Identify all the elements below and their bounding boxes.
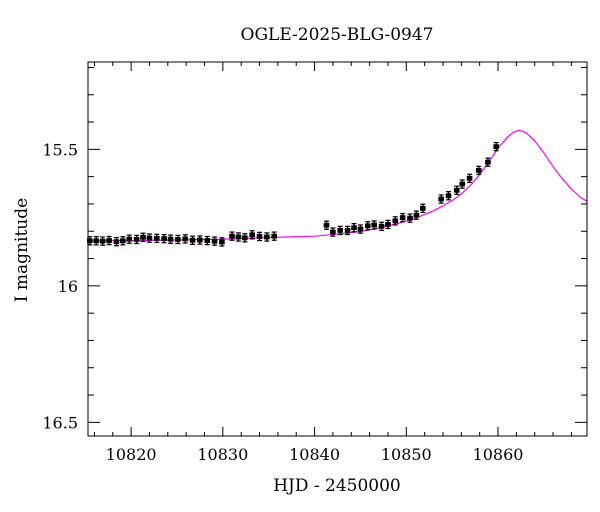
y-tick-label: 16 [58, 277, 78, 296]
x-tick-label: 10850 [381, 445, 432, 464]
data-point [133, 234, 140, 245]
data-point [204, 235, 211, 246]
data-point [323, 220, 330, 230]
data-point [392, 216, 399, 226]
x-tick-label: 10860 [473, 445, 524, 464]
data-point [161, 233, 167, 244]
data-point [197, 235, 203, 245]
data-point [385, 219, 391, 230]
data-point [140, 232, 146, 242]
data-point [413, 210, 420, 220]
data-point [249, 230, 255, 240]
data-point [330, 227, 336, 237]
data-point [337, 225, 344, 236]
data-point [167, 234, 174, 244]
data-point [407, 213, 413, 223]
data-point [378, 221, 385, 232]
x-tick-label: 10830 [197, 445, 248, 464]
chart-title: OGLE-2025-BLG-0947 [241, 25, 434, 45]
data-point [99, 236, 106, 246]
x-axis-label: HJD - 2450000 [273, 476, 401, 496]
data-point [493, 141, 499, 152]
axis-tick-labels: 10820 10830 10840 10850 10860 15.5 16 16.5 [42, 140, 523, 464]
data-point [453, 185, 460, 196]
data-points-layer [87, 141, 499, 247]
data-point [235, 232, 242, 242]
data-point [242, 233, 248, 243]
data-point [106, 235, 112, 246]
y-tick-label: 16.5 [42, 413, 78, 432]
data-point [420, 203, 426, 214]
data-point [189, 235, 196, 245]
data-point [126, 234, 133, 244]
data-point [229, 231, 235, 241]
data-point [182, 234, 189, 244]
data-point [357, 224, 364, 234]
data-point [485, 157, 491, 167]
data-point [475, 165, 482, 176]
data-point [351, 223, 357, 233]
axis-ticks [88, 62, 587, 436]
data-point [399, 212, 406, 223]
data-point [364, 221, 371, 231]
data-point [445, 191, 452, 201]
data-point [344, 225, 351, 236]
x-tick-label: 10840 [289, 445, 340, 464]
model-curve-layer [87, 129, 588, 242]
y-tick-label: 15.5 [42, 140, 78, 159]
x-tick-label: 10820 [106, 445, 157, 464]
data-point [371, 220, 377, 230]
data-point [256, 231, 263, 242]
data-point [264, 232, 270, 242]
data-point [459, 179, 466, 189]
data-point [466, 173, 473, 183]
data-point [271, 231, 278, 241]
data-point [113, 236, 120, 247]
data-point [146, 233, 153, 243]
data-point [175, 234, 181, 245]
model-curve [87, 129, 588, 242]
data-point [211, 236, 218, 246]
y-axis-label: I magnitude [12, 198, 32, 302]
data-point [153, 233, 160, 244]
plot-frame [87, 61, 588, 437]
data-point [219, 237, 225, 247]
data-point [120, 236, 126, 246]
data-point [438, 194, 444, 204]
data-point [93, 236, 100, 246]
